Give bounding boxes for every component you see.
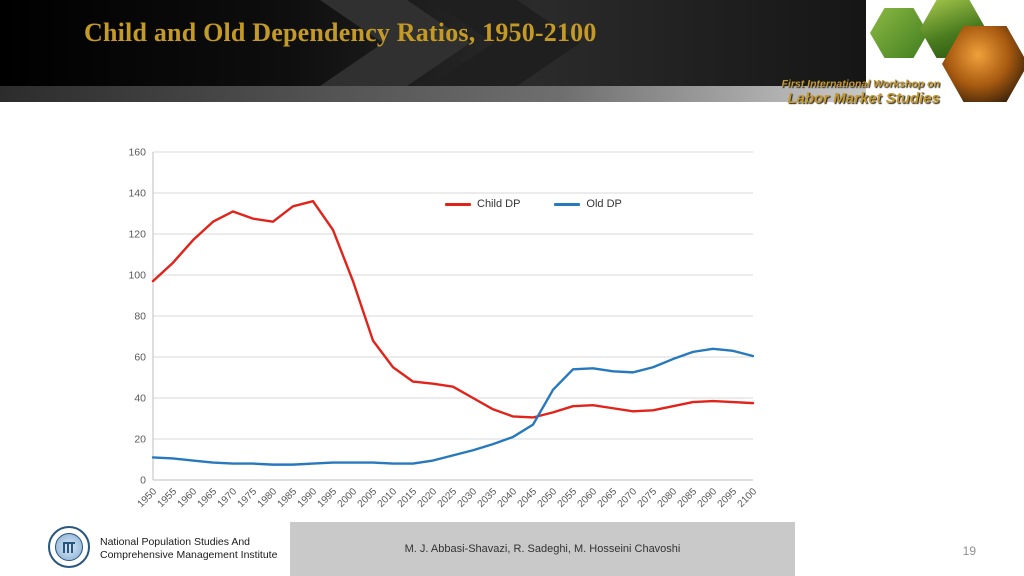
legend-swatch-child-dp (445, 202, 471, 206)
svg-text:2045: 2045 (516, 486, 540, 510)
institute-name: National Population Studies And Comprehe… (100, 536, 277, 563)
institute-line2: Comprehensive Management Institute (100, 549, 278, 562)
svg-text:2085: 2085 (676, 486, 700, 510)
institute-logo (48, 526, 90, 568)
svg-text:160: 160 (128, 147, 146, 159)
svg-text:2050: 2050 (536, 486, 560, 510)
svg-text:100: 100 (128, 270, 146, 282)
series-lines (151, 200, 755, 466)
svg-text:2000: 2000 (336, 486, 360, 510)
svg-text:2030: 2030 (456, 486, 480, 510)
svg-text:1985: 1985 (276, 486, 300, 510)
authors-bar: M. J. Abbasi-Shavazi, R. Sadeghi, M. Hos… (290, 522, 795, 576)
svg-text:2060: 2060 (576, 486, 600, 510)
y-axis-labels: 0 20 40 60 80 100 120 140 160 (128, 147, 146, 487)
svg-text:1980: 1980 (256, 486, 280, 510)
svg-text:1995: 1995 (316, 486, 340, 510)
svg-text:2005: 2005 (356, 486, 380, 510)
header-gradient-strip (0, 86, 1024, 102)
hexagon-image-field (870, 8, 928, 58)
svg-text:40: 40 (134, 393, 146, 405)
svg-text:2100: 2100 (736, 486, 760, 510)
legend-label-child-dp: Child DP (477, 198, 521, 210)
svg-text:140: 140 (128, 188, 146, 200)
svg-text:2070: 2070 (616, 486, 640, 510)
svg-text:1970: 1970 (216, 486, 240, 510)
svg-text:60: 60 (134, 352, 146, 364)
slide-title: Child and Old Dependency Ratios, 1950-21… (84, 18, 597, 47)
svg-text:1950: 1950 (136, 486, 160, 510)
chart-legend: Child DP Old DP (445, 198, 622, 210)
logo-emblem (55, 533, 83, 561)
legend-swatch-old-dp (554, 202, 581, 206)
legend-item-old-dp: Old DP (554, 198, 622, 210)
svg-text:2035: 2035 (476, 486, 500, 510)
legend-label-old-dp: Old DP (586, 198, 622, 210)
svg-text:2090: 2090 (696, 486, 720, 510)
workshop-line2: Labor Market Studies (787, 90, 940, 108)
svg-text:2040: 2040 (496, 486, 520, 510)
page-number: 19 (962, 544, 976, 558)
svg-text:120: 120 (128, 229, 146, 241)
logo-building-icon (63, 541, 75, 553)
svg-text:80: 80 (134, 311, 146, 323)
child-dp-line (151, 200, 755, 419)
svg-text:0: 0 (140, 475, 146, 487)
svg-text:2080: 2080 (656, 486, 680, 510)
dependency-ratio-chart: 0 20 40 60 80 100 120 140 160 1950 1955 1960 1965 197… (105, 142, 775, 532)
logo-outer-ring (48, 526, 90, 568)
svg-text:2075: 2075 (636, 486, 660, 510)
workshop-line1: First International Workshop on (781, 78, 940, 90)
header-band (0, 0, 1024, 86)
svg-text:1955: 1955 (156, 486, 180, 510)
workshop-banner: First International Workshop on Labor Ma… (782, 78, 940, 107)
chart-canvas: 0204060801001201401601950195519601965197… (128, 147, 760, 510)
svg-text:2015: 2015 (396, 486, 420, 510)
x-axis-labels: 1950195519601965197019751980198519901995… (136, 486, 760, 510)
svg-text:2020: 2020 (416, 486, 440, 510)
svg-text:2065: 2065 (596, 486, 620, 510)
svg-text:2025: 2025 (436, 486, 460, 510)
svg-text:2055: 2055 (556, 486, 580, 510)
svg-text:20: 20 (134, 434, 146, 446)
legend-item-child-dp: Child DP (445, 198, 520, 210)
svg-text:1965: 1965 (196, 486, 220, 510)
authors-text: M. J. Abbasi-Shavazi, R. Sadeghi, M. Hos… (404, 543, 681, 555)
old-dp-line (151, 347, 755, 466)
svg-text:1990: 1990 (296, 486, 320, 510)
svg-text:1960: 1960 (176, 486, 200, 510)
svg-text:2095: 2095 (716, 486, 740, 510)
svg-text:1975: 1975 (236, 486, 260, 510)
gridlines (152, 151, 753, 481)
institute-line1: National Population Studies And (100, 535, 251, 548)
svg-text:2010: 2010 (376, 486, 400, 510)
